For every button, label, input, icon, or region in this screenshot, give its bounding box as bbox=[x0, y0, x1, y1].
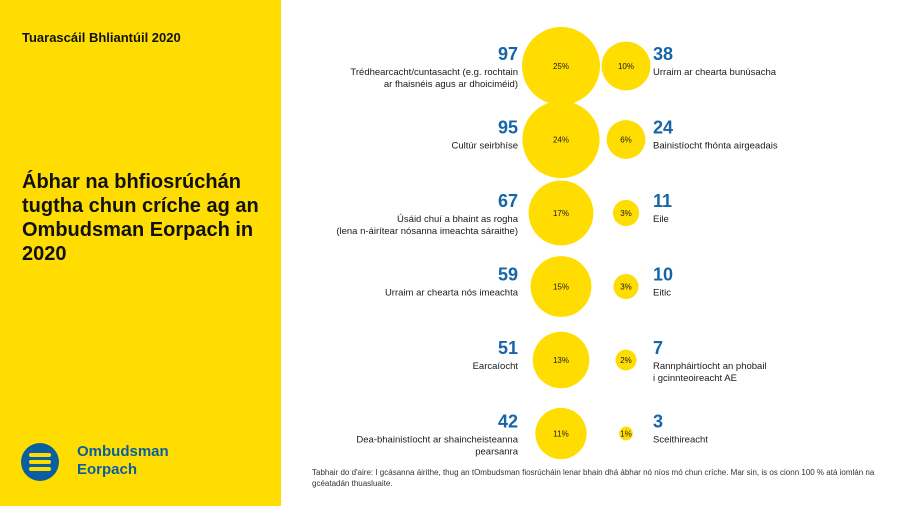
left-category-label-4-0: Earcaíocht bbox=[473, 361, 519, 372]
right-bubble-1 bbox=[606, 120, 646, 159]
bubble-chart: 25% 97 Trédhearcacht/cuntasacht (e.g. roch… bbox=[336, 27, 778, 460]
right-percent-label-4: 2% bbox=[620, 356, 632, 365]
right-bubble-0 bbox=[601, 41, 651, 91]
left-percent-label-4: 13% bbox=[553, 356, 569, 365]
left-count-0: 97 bbox=[498, 44, 518, 64]
footnote: Tabhair do d'aire: I gcásanna áirithe, t… bbox=[312, 468, 875, 488]
right-count-4: 7 bbox=[653, 338, 663, 358]
right-percent-label-2: 3% bbox=[620, 209, 632, 218]
right-bubble-2 bbox=[612, 199, 640, 227]
left-bubble-0 bbox=[522, 27, 600, 105]
left-panel: Tuarascáil Bhliantúil 2020 Ábhar na bhfi… bbox=[0, 0, 281, 506]
page-title: Ábhar na bhfiosrúchán tugtha chun críche… bbox=[22, 171, 259, 265]
right-percent-label-5: 1% bbox=[620, 430, 632, 439]
left-percent-label-1: 24% bbox=[553, 136, 569, 145]
left-percent-label-2: 17% bbox=[553, 209, 569, 218]
left-count-5: 42 bbox=[498, 412, 518, 432]
left-bubble-4 bbox=[532, 331, 590, 389]
left-count-2: 67 bbox=[498, 191, 518, 211]
right-category-label-1-0: Bainistíocht fhónta airgeadais bbox=[653, 141, 778, 152]
left-category-label-2-1: (lena n-áirítear nósanna imeachta sárait… bbox=[336, 226, 518, 237]
right-count-0: 38 bbox=[653, 44, 673, 64]
right-percent-label-0: 10% bbox=[618, 62, 634, 71]
right-category-label-3-0: Eitic bbox=[653, 288, 671, 299]
right-count-5: 3 bbox=[653, 412, 663, 432]
left-category-label-1-0: Cultúr seirbhíse bbox=[451, 141, 518, 152]
right-bubble-3 bbox=[613, 273, 639, 300]
report-label: Tuarascáil Bhliantúil 2020 bbox=[22, 30, 181, 45]
right-category-label-5-0: Sceithireacht bbox=[653, 435, 708, 446]
left-bubble-1 bbox=[522, 100, 600, 179]
logo-text: Ombudsman Eorpach bbox=[77, 443, 169, 479]
right-category-label-0-0: Urraim ar chearta bunúsacha bbox=[653, 67, 777, 78]
left-count-4: 51 bbox=[498, 338, 518, 358]
left-category-label-2-0: Úsáid chuí a bhaint as rogha bbox=[397, 214, 519, 225]
left-category-label-0-1: ar fhaisnéis agus ar dhoiciméid) bbox=[384, 79, 518, 90]
left-category-label-5-1: pearsanra bbox=[475, 447, 518, 458]
european-ombudsman-logo-icon bbox=[21, 443, 59, 481]
left-bubble-3 bbox=[530, 256, 592, 317]
logo-line-2: Eorpach bbox=[77, 461, 138, 478]
left-count-3: 59 bbox=[498, 265, 518, 285]
left-percent-label-0: 25% bbox=[553, 62, 569, 71]
right-category-label-4-1: i gcinnteoireacht AE bbox=[653, 373, 737, 384]
right-percent-label-1: 6% bbox=[620, 136, 632, 145]
right-bubble-4 bbox=[615, 349, 637, 371]
left-bubble-5 bbox=[535, 407, 587, 460]
right-percent-label-3: 3% bbox=[620, 283, 632, 292]
right-category-label-4-0: Rannpháirtíocht an phobail bbox=[653, 361, 767, 372]
logo: Ombudsman Eorpach bbox=[20, 440, 220, 484]
logo-line-1: Ombudsman bbox=[77, 443, 169, 460]
right-count-3: 10 bbox=[653, 265, 673, 285]
left-category-label-3-0: Urraim ar chearta nós imeachta bbox=[385, 288, 519, 299]
left-count-1: 95 bbox=[498, 118, 518, 138]
left-percent-label-3: 15% bbox=[553, 283, 569, 292]
left-bubble-2 bbox=[528, 180, 594, 246]
right-category-label-2-0: Eile bbox=[653, 214, 669, 225]
left-category-label-5-0: Dea-bhainistíocht ar shaincheisteanna bbox=[356, 435, 518, 446]
left-category-label-0-0: Trédhearcacht/cuntasacht (e.g. rochtain bbox=[350, 67, 518, 78]
right-count-2: 11 bbox=[653, 191, 672, 211]
right-count-1: 24 bbox=[653, 118, 673, 138]
left-percent-label-5: 11% bbox=[553, 430, 568, 439]
right-bubble-5 bbox=[619, 426, 633, 441]
